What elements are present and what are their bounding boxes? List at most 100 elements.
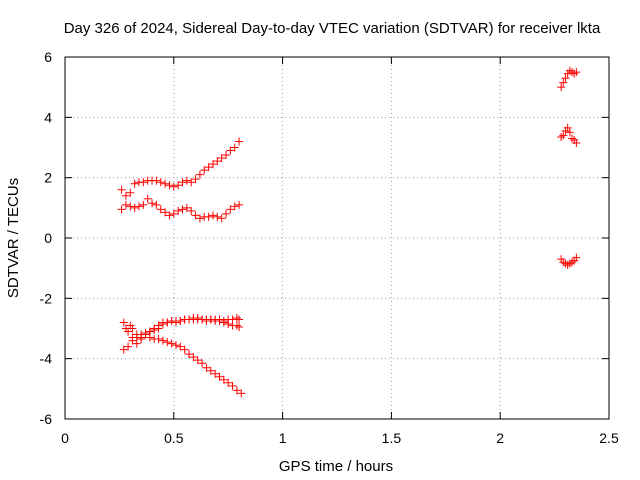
data-point	[148, 199, 157, 208]
data-point	[557, 83, 566, 92]
data-point	[187, 206, 196, 215]
x-tick-label: 1.5	[382, 430, 402, 446]
data-point	[187, 178, 196, 187]
data-point	[572, 138, 581, 147]
data-point	[163, 338, 172, 347]
data-point	[235, 322, 244, 331]
data-point	[557, 132, 566, 141]
data-point	[568, 134, 577, 143]
data-point	[572, 253, 581, 262]
data-point	[235, 137, 244, 146]
data-point	[145, 327, 154, 336]
data-point	[226, 205, 235, 214]
data-point	[158, 319, 167, 328]
data-point	[130, 179, 139, 188]
axis-ticks	[64, 56, 610, 420]
data-point	[165, 181, 174, 190]
x-tick-label: 0	[61, 430, 69, 446]
data-point	[134, 202, 143, 211]
data-points	[117, 66, 581, 398]
data-point	[180, 345, 189, 354]
data-point	[128, 336, 137, 345]
data-point	[119, 345, 128, 354]
data-point	[189, 313, 198, 322]
data-point	[224, 378, 233, 387]
data-point	[208, 211, 217, 220]
data-point	[198, 359, 207, 368]
data-point	[232, 321, 241, 330]
data-point	[185, 315, 194, 324]
data-point	[572, 68, 581, 77]
y-tick-label: -4	[40, 351, 53, 367]
x-tick-label: 2	[496, 430, 504, 446]
y-tick-labels: -6 -4 -2 0 2 4 6	[40, 49, 53, 427]
data-point	[215, 316, 224, 325]
data-point	[213, 157, 222, 166]
data-point	[563, 123, 572, 132]
data-point	[202, 363, 211, 372]
data-point	[156, 178, 165, 187]
data-point	[237, 389, 246, 398]
data-point	[161, 179, 170, 188]
data-point	[232, 386, 241, 395]
data-point	[152, 200, 161, 209]
data-point	[565, 128, 574, 137]
data-point	[121, 191, 130, 200]
data-point	[130, 203, 139, 212]
data-point	[176, 316, 185, 325]
y-tick-label: 6	[44, 49, 52, 65]
data-point	[213, 212, 222, 221]
data-point	[137, 335, 146, 344]
data-point	[156, 205, 165, 214]
data-point	[176, 342, 185, 351]
data-point	[124, 342, 133, 351]
data-point	[215, 372, 224, 381]
data-point	[204, 212, 213, 221]
x-tick-label: 1	[279, 430, 287, 446]
data-point	[230, 143, 239, 152]
data-point	[198, 315, 207, 324]
grid-lines	[65, 57, 609, 419]
data-point	[219, 375, 228, 384]
data-point	[150, 326, 159, 335]
data-point	[141, 330, 150, 339]
data-point	[167, 316, 176, 325]
data-point	[230, 202, 239, 211]
data-point	[235, 315, 244, 324]
data-point	[208, 160, 217, 169]
data-point	[161, 208, 170, 217]
data-point	[226, 146, 235, 155]
data-point	[219, 318, 228, 327]
data-point	[171, 341, 180, 350]
data-point	[228, 381, 237, 390]
data-point	[206, 366, 215, 375]
data-point	[167, 339, 176, 348]
data-point	[195, 170, 204, 179]
data-point	[132, 330, 141, 339]
data-point	[139, 178, 148, 187]
chart-title: Day 326 of 2024, Sidereal Day-to-day VTE…	[64, 20, 601, 37]
data-point	[222, 209, 231, 218]
y-tick-label: 4	[44, 109, 52, 125]
data-point	[232, 313, 241, 322]
data-point	[169, 209, 178, 218]
data-point	[163, 318, 172, 327]
data-point	[224, 319, 233, 328]
data-point	[117, 205, 126, 214]
data-point	[169, 182, 178, 191]
data-point	[559, 131, 568, 140]
x-tick-label: 0.5	[164, 430, 184, 446]
data-point	[171, 318, 180, 327]
data-point	[559, 78, 568, 87]
data-point	[561, 74, 570, 83]
y-tick-label: -6	[40, 411, 53, 427]
data-point	[139, 200, 148, 209]
data-point	[185, 350, 194, 359]
data-point	[121, 200, 130, 209]
data-point	[235, 200, 244, 209]
data-point	[143, 194, 152, 203]
x-axis-label: GPS time / hours	[279, 458, 393, 475]
data-point	[126, 188, 135, 197]
data-point	[191, 175, 200, 184]
